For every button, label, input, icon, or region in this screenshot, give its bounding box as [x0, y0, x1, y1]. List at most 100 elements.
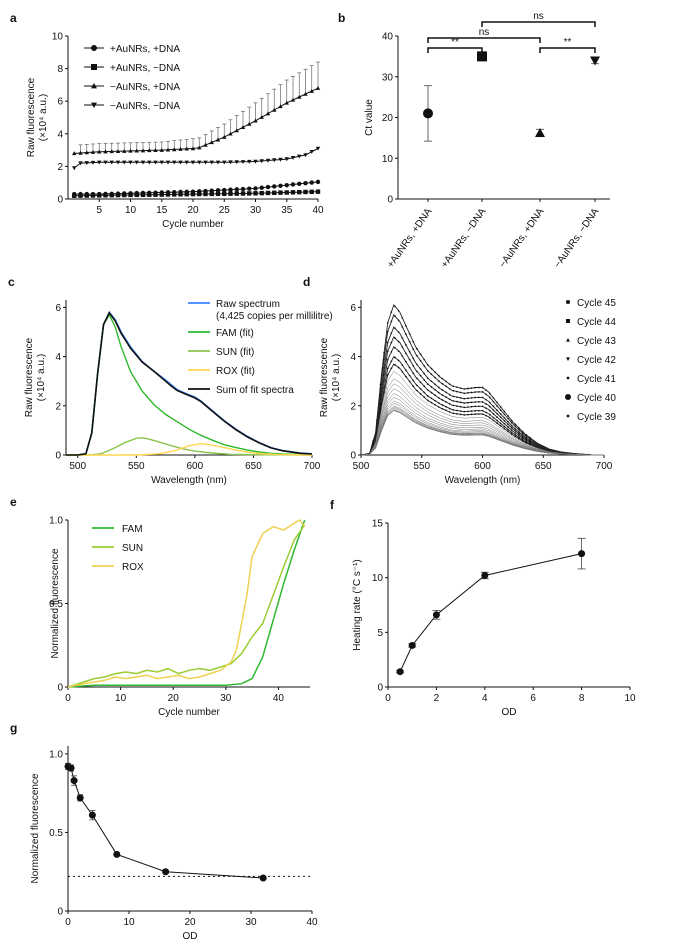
data-point	[297, 181, 302, 187]
data-point	[474, 409, 477, 412]
data-point	[496, 422, 498, 424]
data-point	[478, 401, 480, 403]
data-point	[247, 191, 252, 196]
y-axis-label: Heating rate (°C s⁻¹)	[352, 559, 363, 651]
y-axis-label: Raw fluorescence	[24, 337, 35, 417]
data-point	[507, 417, 509, 420]
data-point	[203, 142, 208, 147]
data-point	[434, 371, 436, 373]
data-point	[103, 149, 108, 154]
data-point	[499, 416, 502, 419]
data-point	[190, 146, 196, 151]
data-point	[153, 192, 158, 197]
data-point	[405, 344, 407, 346]
data-point	[147, 148, 152, 153]
data-point	[499, 425, 502, 427]
data-point	[396, 668, 404, 676]
data-point	[485, 398, 487, 401]
data-point	[437, 386, 440, 389]
data-point	[272, 158, 277, 163]
data-point	[386, 358, 389, 361]
data-point	[463, 402, 466, 404]
data-point	[408, 380, 411, 383]
data-point	[474, 391, 477, 393]
data-point	[441, 407, 444, 410]
data-point	[488, 396, 491, 399]
data-point	[470, 391, 473, 394]
data-point	[140, 148, 146, 153]
data-point	[240, 186, 246, 192]
data-point	[434, 383, 436, 386]
data-point	[492, 409, 495, 411]
data-point	[134, 160, 139, 165]
data-point	[492, 413, 495, 415]
legend-entry: Sum of fit spectra	[216, 385, 294, 396]
data-point	[253, 191, 258, 196]
x-tick-label: 8	[579, 693, 585, 704]
data-point	[441, 394, 444, 396]
data-point	[474, 413, 477, 415]
data-point	[437, 374, 440, 377]
data-point	[72, 166, 77, 171]
x-tick-label: 15	[156, 205, 168, 216]
y-axis-label: Ct value	[364, 99, 375, 136]
y-tick-label: 5	[377, 628, 383, 639]
data-point	[514, 423, 517, 426]
data-point	[297, 94, 302, 99]
data-point	[496, 405, 498, 407]
data-point	[228, 187, 233, 192]
x-tick-label: 40	[273, 693, 285, 704]
data-point	[467, 413, 469, 416]
data-point	[488, 416, 491, 419]
data-point	[203, 160, 208, 165]
data-point	[488, 401, 491, 404]
data-point	[153, 160, 158, 165]
data-point	[423, 372, 426, 375]
data-point	[405, 325, 407, 327]
spectrum-line	[360, 345, 604, 456]
data-point	[456, 409, 458, 412]
data-point	[147, 192, 152, 197]
data-point	[452, 389, 455, 392]
data-point	[401, 364, 404, 366]
data-point	[430, 367, 433, 370]
significance-label: **	[451, 37, 459, 48]
data-point	[408, 641, 416, 649]
data-point	[474, 396, 477, 399]
data-point	[496, 409, 498, 412]
legend-entry: Cycle 45	[577, 298, 616, 309]
data-point	[228, 131, 233, 136]
data-point	[507, 428, 509, 431]
data-point	[518, 434, 520, 437]
data-point	[184, 160, 189, 165]
data-point	[467, 392, 469, 394]
data-point	[412, 372, 415, 375]
panel-f: 0 5 10 15 0 2 4 6 8 10 OD Heating rate (°C s⁻¹) f	[330, 498, 636, 718]
x-tick-label: 500	[69, 461, 86, 472]
data-point	[265, 158, 271, 163]
data-point	[503, 417, 506, 419]
y-axis-label: Raw fluorescence	[26, 77, 37, 157]
panel-letter: f	[330, 498, 335, 512]
y-tick-label: 40	[382, 32, 394, 43]
y-axis-label: Normalized fluorescence	[30, 773, 41, 883]
data-point	[507, 430, 509, 433]
y-tick-label: 0.5	[49, 599, 63, 610]
data-point	[240, 191, 246, 196]
data-point	[228, 160, 233, 165]
x-tick-label: 20	[184, 917, 196, 928]
data-point	[423, 379, 426, 381]
x-tick-label: 2	[434, 693, 440, 704]
data-point	[448, 407, 451, 410]
data-point	[386, 367, 389, 370]
series-line	[66, 437, 313, 456]
y-tick-label: 0	[377, 683, 383, 694]
data-point	[383, 392, 385, 394]
data-point	[78, 150, 83, 155]
data-point	[474, 386, 477, 389]
data-point	[434, 388, 436, 391]
y-tick-label: 1.0	[49, 516, 63, 527]
data-point	[70, 777, 78, 785]
data-point	[423, 358, 426, 361]
data-point	[240, 160, 246, 165]
